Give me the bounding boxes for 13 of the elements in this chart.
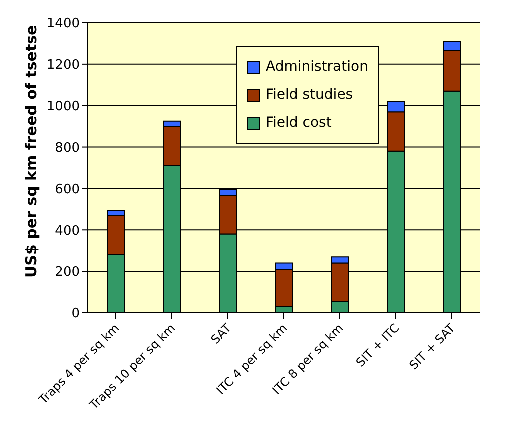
legend-label: Field studies: [266, 86, 354, 105]
y-tick-label: 200: [55, 265, 80, 280]
x-tick-label: SIT + ITC: [354, 321, 402, 370]
y-tick-label: 800: [55, 140, 80, 156]
y-axis-title: US$ per sq km freed of tsetse: [22, 25, 40, 278]
y-tick-label: 0: [72, 306, 80, 322]
y-tick-label: 600: [55, 182, 80, 198]
y-tick-label: 1200: [46, 58, 80, 74]
y-tick-label: 1000: [46, 99, 80, 114]
legend-label: Administration: [266, 58, 368, 77]
y-tick-label: 400: [55, 224, 80, 239]
y-tick-label: 1400: [46, 16, 80, 32]
legend-label: Field cost: [266, 114, 332, 133]
